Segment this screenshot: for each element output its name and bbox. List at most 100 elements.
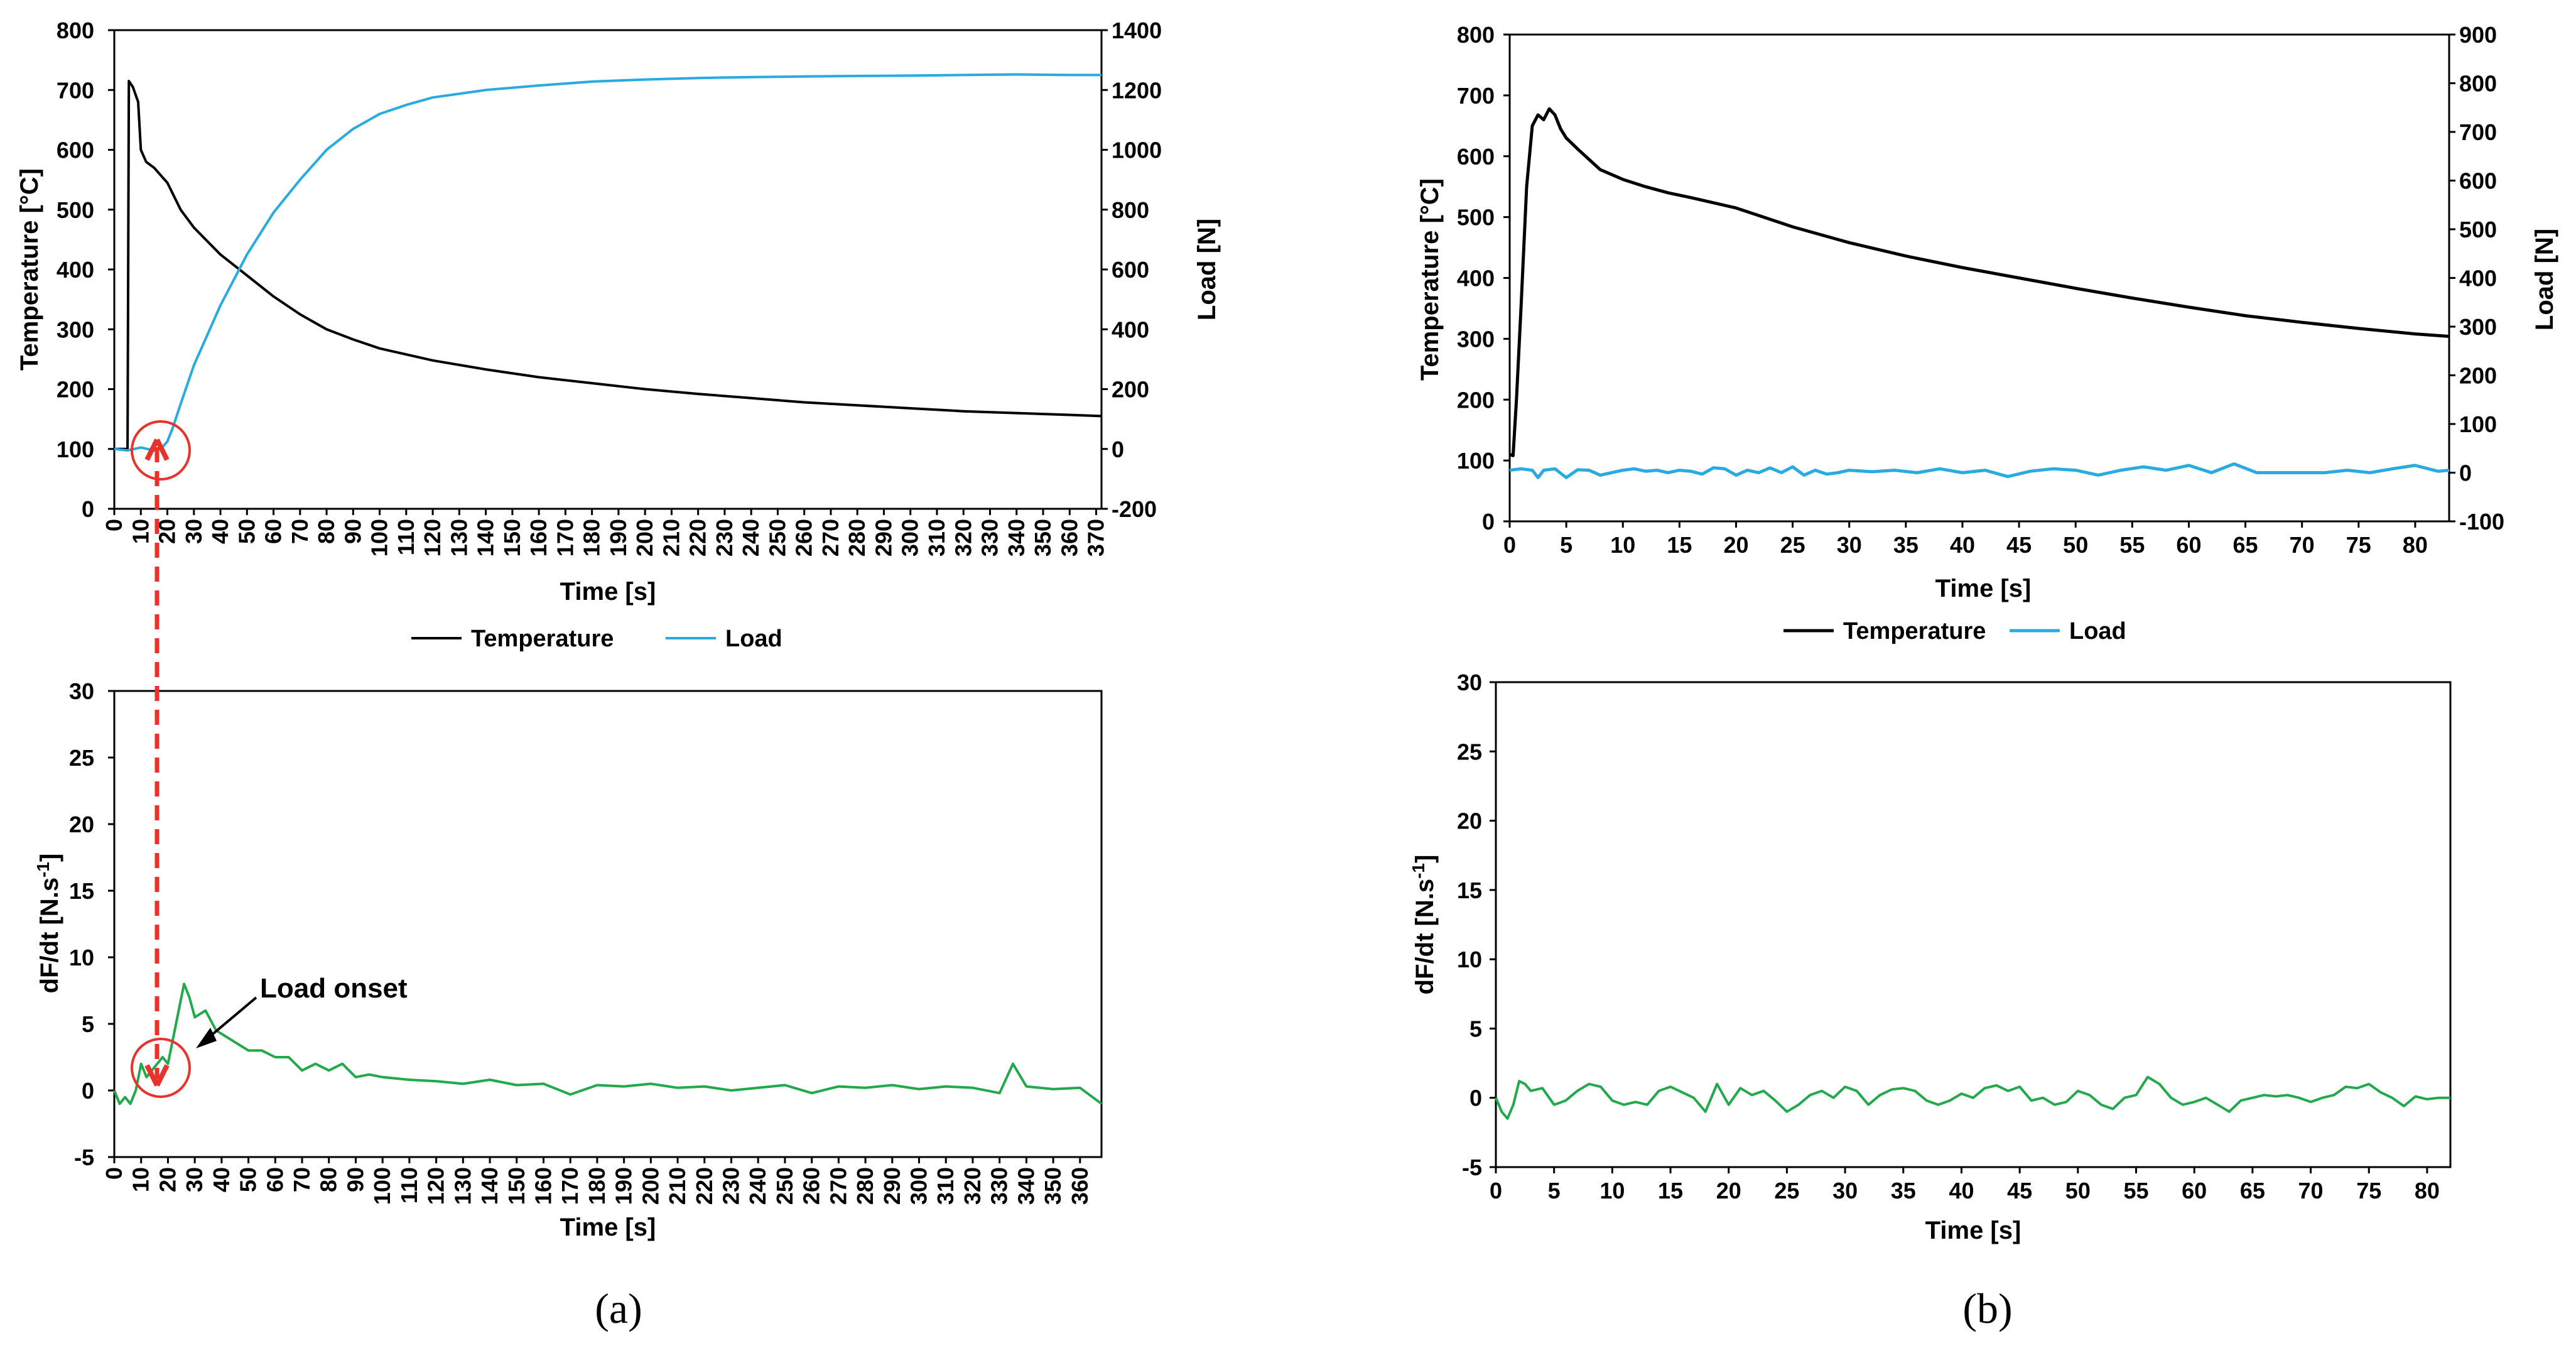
- x-tick-label: 60: [2176, 532, 2201, 558]
- x-tick-label: 10: [1599, 1178, 1625, 1204]
- x-tick-label: 350: [1040, 1167, 1066, 1205]
- x-tick-label: 20: [1723, 532, 1748, 558]
- y2-tick-label: 1400: [1112, 18, 1162, 43]
- y-tick-label: 600: [57, 138, 94, 163]
- x-tick-label: 10: [128, 1167, 154, 1192]
- chart-b-bottom: 0 5 10 15 20 25 30 35 40 45 50 55 60 65 70 75 80 -5 0 5 10 1…: [1409, 670, 2452, 1244]
- chart-a-bottom: 0 10 20 30 40 50 60 70 80 90 100 110 120 130 140 150 160…: [33, 678, 1103, 1241]
- legend-temperature-label: Temperature: [1843, 618, 1986, 644]
- x-tick-label: 40: [208, 1167, 234, 1192]
- y2-tick-label: 200: [2459, 363, 2497, 389]
- y2-axis-label: Load [N]: [2531, 229, 2558, 330]
- x-tick-label: 120: [419, 519, 445, 557]
- y2-tick-label: 200: [1112, 377, 1149, 403]
- y2-ticks: -100 0 100 200 300 400 500 600 700 800 900: [2449, 22, 2504, 535]
- caption-a: (a): [595, 1285, 642, 1332]
- y-tick-label: 500: [57, 197, 94, 223]
- x-tick-label: 90: [340, 519, 365, 544]
- x-tick-label: 210: [664, 1167, 690, 1205]
- x-tick-label: 290: [870, 519, 896, 557]
- x-tick-label: 270: [818, 519, 843, 557]
- x-tick-label: 260: [799, 1167, 825, 1205]
- series-temperature: [114, 80, 1102, 450]
- y-ticks: 0 100 200 300 400 500 600 700 800: [57, 18, 114, 522]
- onset-arrowhead-up: [144, 438, 170, 461]
- caption-b: (b): [1962, 1285, 2012, 1332]
- y2-tick-label: 0: [2459, 460, 2472, 486]
- x-tick-label: 330: [977, 519, 1003, 557]
- x-tick-label: 280: [844, 519, 870, 557]
- series-load: [114, 73, 1101, 452]
- y-tick-label: 30: [1457, 670, 1482, 695]
- x-tick-label: 60: [262, 1167, 288, 1192]
- x-tick-label: 40: [1950, 532, 1975, 558]
- x-tick-label: 25: [1780, 532, 1805, 558]
- y2-tick-label: 600: [1112, 257, 1149, 283]
- x-tick-label: 160: [530, 1167, 556, 1205]
- x-tick-label: 70: [2290, 532, 2315, 558]
- x-tick-label: 330: [987, 1167, 1012, 1205]
- series-load: [1509, 462, 2450, 479]
- y-tick-label: 0: [1482, 509, 1495, 535]
- x-tick-label: 240: [738, 519, 764, 557]
- x-tick-label: 270: [825, 1167, 851, 1205]
- y-axis-label-main: dF/dt [N.s: [36, 878, 63, 993]
- y2-tick-label: 0: [1112, 437, 1124, 462]
- x-tick-label: 45: [2007, 1178, 2032, 1204]
- x-tick-label: 130: [446, 519, 472, 557]
- x-tick-label: 360: [1056, 519, 1082, 557]
- legend: Temperature Load: [1783, 618, 2126, 644]
- y2-tick-label: 300: [2459, 314, 2497, 340]
- x-tick-label: 250: [772, 1167, 798, 1205]
- x-tick-label: 70: [289, 1167, 315, 1192]
- y-tick-label: 100: [1457, 448, 1495, 474]
- x-ticks: 0 5 10 15 20 25 30 35 40 45 50 55 60 65 70 75 80: [1490, 1167, 2440, 1204]
- x-tick-label: 280: [852, 1167, 878, 1205]
- x-tick-label: 290: [879, 1167, 905, 1205]
- x-tick-label: 210: [658, 519, 684, 557]
- x-tick-label: 30: [181, 519, 207, 544]
- y2-tick-label: 500: [2459, 217, 2497, 242]
- x-ticks: 0 5 10 15 20 25 30 35 40 45 50 55 60 65 70 75 80: [1503, 521, 2428, 558]
- y-tick-label: 600: [1457, 144, 1495, 170]
- x-tick-label: 360: [1067, 1167, 1093, 1205]
- y-tick-label: 0: [82, 496, 94, 522]
- legend-load-label: Load: [725, 626, 782, 652]
- y-tick-label: 700: [57, 77, 94, 103]
- y2-tick-label: 400: [1112, 317, 1149, 342]
- y-tick-label: 700: [1457, 83, 1495, 109]
- x-tick-label: 230: [712, 519, 737, 557]
- x-tick-label: 40: [1949, 1178, 1974, 1204]
- y-tick-label: 10: [1457, 947, 1482, 972]
- x-tick-label: 0: [101, 1167, 127, 1180]
- x-tick-label: 180: [579, 519, 605, 557]
- y-tick-label: 10: [69, 945, 94, 970]
- x-ticks: 0 10 20 30 40 50 60 70 80 90 100 110 120 130 140 150 160…: [101, 1157, 1093, 1205]
- x-tick-label: 80: [313, 519, 339, 544]
- x-axis-label: Time [s]: [1925, 1217, 2021, 1244]
- x-tick-label: 140: [473, 519, 499, 557]
- legend-temperature-label: Temperature: [471, 626, 614, 652]
- y-tick-label: 0: [82, 1078, 94, 1104]
- y2-tick-label: 1200: [1112, 77, 1162, 103]
- y-tick-label: 100: [57, 437, 94, 462]
- x-tick-label: 300: [897, 519, 923, 557]
- x-tick-label: 50: [2065, 1178, 2091, 1204]
- x-tick-label: 75: [2356, 1178, 2381, 1204]
- x-tick-label: 0: [1490, 1178, 1502, 1204]
- x-tick-label: 150: [504, 1167, 529, 1205]
- x-tick-label: 20: [154, 1167, 180, 1192]
- x-axis-label: Time [s]: [560, 578, 656, 606]
- y2-tick-label: -100: [2459, 509, 2504, 535]
- x-tick-label: 190: [605, 519, 631, 557]
- y2-axis-label: Load [N]: [1193, 219, 1221, 320]
- x-tick-label: 110: [396, 1167, 422, 1204]
- y2-tick-label: 800: [2459, 71, 2497, 97]
- y-axis-label: Temperature [°C]: [16, 168, 43, 371]
- x-tick-label: 75: [2346, 532, 2371, 558]
- y-axis-label-sup: -1: [1409, 863, 1428, 879]
- plot-frame: [1495, 681, 2452, 1168]
- x-tick-label: 25: [1774, 1178, 1799, 1204]
- legend: Temperature Load: [411, 626, 782, 652]
- x-tick-label: 5: [1548, 1178, 1561, 1204]
